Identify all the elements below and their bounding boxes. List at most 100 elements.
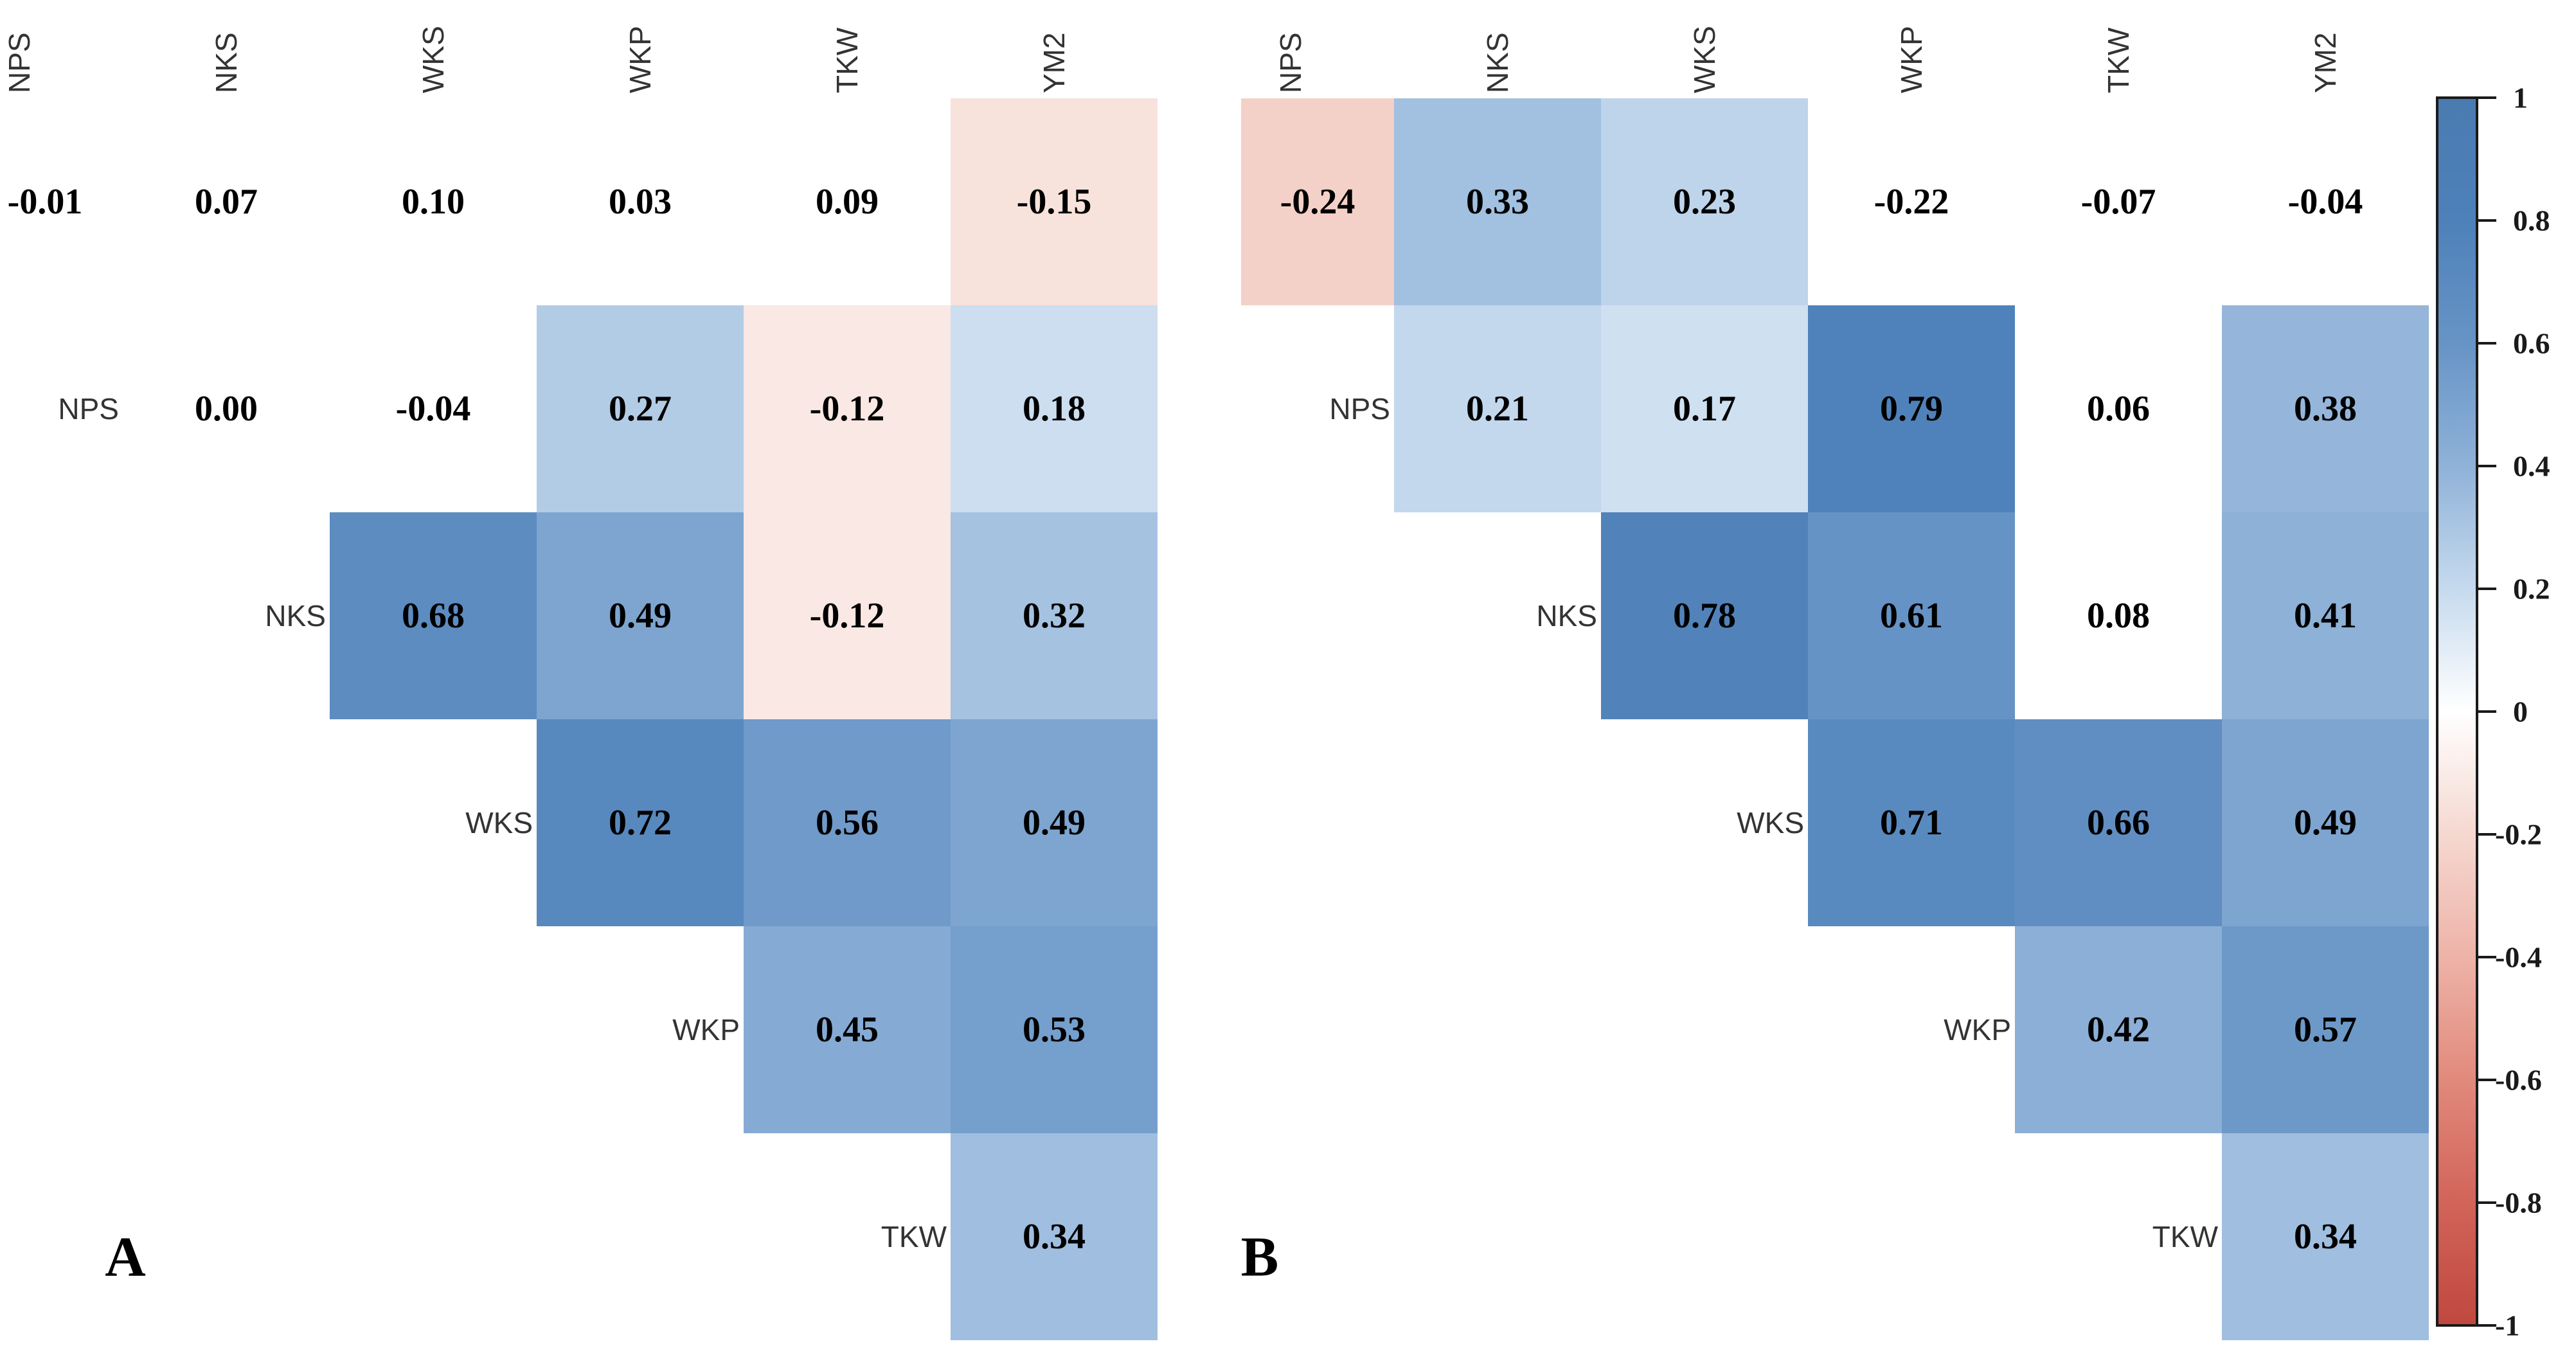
cell-value-A-r1-WKS: -0.04 bbox=[395, 389, 471, 429]
colorbar-tick-label--0.4: -0.4 bbox=[2495, 940, 2542, 974]
cell-value-A-r4-YM2: 0.53 bbox=[1023, 1010, 1086, 1050]
cell-value-A-r1-YM2: 0.18 bbox=[1023, 389, 1086, 429]
cell-value-B-r1-NKS: 0.21 bbox=[1466, 389, 1529, 429]
corr-cell-A-r0-YM2 bbox=[951, 98, 1158, 305]
colorbar-tick--0.8 bbox=[2478, 1201, 2496, 1204]
cell-value-B-r0-YM2: -0.04 bbox=[2287, 182, 2363, 222]
cell-value-A-r4-TKW: 0.45 bbox=[816, 1010, 879, 1050]
cell-value-A-r3-WKP: 0.72 bbox=[609, 803, 672, 843]
colorbar-tick-label--0.6: -0.6 bbox=[2495, 1063, 2542, 1097]
row-label-B-NPS: NPS bbox=[1329, 392, 1390, 426]
cell-value-B-r0-NKS: 0.33 bbox=[1466, 182, 1529, 222]
cell-value-A-r3-YM2: 0.49 bbox=[1023, 803, 1086, 843]
cell-value-A-r2-WKP: 0.49 bbox=[609, 596, 672, 636]
corr-cell-B-r5-YM2 bbox=[2222, 1133, 2429, 1340]
cell-value-B-r4-YM2: 0.57 bbox=[2294, 1010, 2357, 1050]
cell-value-A-r1-TKW: -0.12 bbox=[809, 389, 885, 429]
cell-value-B-r2-TKW: 0.08 bbox=[2087, 596, 2150, 636]
cell-value-B-r2-WKS: 0.78 bbox=[1673, 596, 1736, 636]
colorbar-tick-label-1: 1 bbox=[2513, 81, 2528, 114]
row-label-B-NKS: NKS bbox=[1536, 599, 1597, 633]
cell-value-B-r3-WKP: 0.71 bbox=[1880, 803, 1943, 843]
colorbar-tick-label--0.2: -0.2 bbox=[2495, 818, 2542, 851]
corr-cell-B-r1-WKP bbox=[1808, 305, 2015, 512]
corr-cell-A-r1-WKP bbox=[537, 305, 744, 512]
corr-cell-A-r1-YM2 bbox=[951, 305, 1158, 512]
cell-value-B-r0-TKW: -0.07 bbox=[2080, 182, 2156, 222]
row-label-A-WKS: WKS bbox=[465, 806, 533, 839]
colorbar-tick--0.6 bbox=[2478, 1079, 2496, 1081]
colorbar-tick-label-0.6: 0.6 bbox=[2513, 327, 2550, 360]
corr-cell-B-r4-TKW bbox=[2015, 926, 2222, 1133]
colorbar-tick--0.2 bbox=[2478, 833, 2496, 836]
cell-value-A-r0-NKS: 0.07 bbox=[195, 182, 258, 222]
colorbar-tick-1 bbox=[2478, 96, 2496, 99]
row-label-B-TKW: TKW bbox=[2152, 1220, 2218, 1253]
row-label-A-NKS: NKS bbox=[265, 599, 326, 633]
cell-value-B-r4-TKW: 0.42 bbox=[2087, 1010, 2150, 1050]
colorbar-tick-label--1: -1 bbox=[2495, 1309, 2520, 1342]
corr-cell-B-r4-YM2 bbox=[2222, 926, 2429, 1133]
row-label-B-WKP: WKP bbox=[1944, 1013, 2011, 1046]
cell-value-B-r2-WKP: 0.61 bbox=[1880, 596, 1943, 636]
row-label-A-NPS: NPS bbox=[58, 392, 119, 426]
cell-value-A-r2-TKW: -0.12 bbox=[809, 596, 885, 636]
corr-cell-B-r2-WKP bbox=[1808, 512, 2015, 719]
cell-value-B-r1-TKW: 0.06 bbox=[2087, 389, 2150, 429]
cell-value-B-r0-WKS: 0.23 bbox=[1673, 182, 1736, 222]
cell-value-A-r0-WKP: 0.03 bbox=[609, 182, 672, 222]
cell-value-B-r0-WKP: -0.22 bbox=[1874, 182, 1949, 222]
corr-cell-B-r1-WKS bbox=[1601, 305, 1808, 512]
row-label-B-WKS: WKS bbox=[1737, 806, 1804, 839]
colorbar-tick-label-0.2: 0.2 bbox=[2513, 572, 2550, 606]
corr-cell-A-r2-TKW bbox=[744, 512, 951, 719]
cell-value-A-r0-NPS: -0.01 bbox=[7, 182, 83, 222]
corr-cell-B-r0-NPS bbox=[1241, 98, 1394, 305]
cell-value-A-r2-WKS: 0.68 bbox=[402, 596, 465, 636]
panel-label-a: A bbox=[105, 1226, 146, 1289]
cell-value-B-r1-WKS: 0.17 bbox=[1673, 389, 1736, 429]
colorbar-tick-label-0.8: 0.8 bbox=[2513, 204, 2550, 237]
cell-value-A-r5-YM2: 0.34 bbox=[1023, 1217, 1086, 1257]
colorbar-tick-label-0: 0 bbox=[2513, 695, 2528, 728]
cell-value-B-r1-YM2: 0.38 bbox=[2294, 389, 2357, 429]
corr-cell-B-r0-WKS bbox=[1601, 98, 1808, 305]
corr-cell-A-r4-YM2 bbox=[951, 926, 1158, 1133]
corr-cell-B-r3-WKP bbox=[1808, 719, 2015, 926]
panel-label-b: B bbox=[1240, 1226, 1279, 1289]
colorbar-tick--1 bbox=[2478, 1324, 2496, 1327]
corr-cell-A-r3-YM2 bbox=[951, 719, 1158, 926]
row-label-A-WKP: WKP bbox=[672, 1013, 740, 1046]
colorbar-tick-0.2 bbox=[2478, 588, 2496, 590]
colorbar-tick-0.4 bbox=[2478, 465, 2496, 467]
colorbar-tick-label-0.4: 0.4 bbox=[2513, 449, 2550, 483]
cell-value-B-r3-YM2: 0.49 bbox=[2294, 803, 2357, 843]
corr-cell-B-r3-TKW bbox=[2015, 719, 2222, 926]
colorbar-tick-label--0.8: -0.8 bbox=[2495, 1186, 2542, 1219]
cell-value-A-r1-NKS: 0.00 bbox=[195, 389, 258, 429]
corr-cell-B-r3-YM2 bbox=[2222, 719, 2429, 926]
corr-cell-A-r2-YM2 bbox=[951, 512, 1158, 719]
cell-value-A-r3-TKW: 0.56 bbox=[816, 803, 879, 843]
cell-value-A-r0-TKW: 0.09 bbox=[816, 182, 879, 222]
corr-cell-B-r0-NKS bbox=[1394, 98, 1601, 305]
cell-value-B-r3-TKW: 0.66 bbox=[2087, 803, 2150, 843]
corr-cell-B-r1-NKS bbox=[1394, 305, 1601, 512]
colorbar-tick--0.4 bbox=[2478, 956, 2496, 958]
corr-cell-A-r3-WKP bbox=[537, 719, 744, 926]
cell-value-B-r2-YM2: 0.41 bbox=[2294, 596, 2357, 636]
corr-cell-A-r2-WKS bbox=[330, 512, 537, 719]
corr-cell-A-r1-TKW bbox=[744, 305, 951, 512]
cell-value-A-r1-WKP: 0.27 bbox=[609, 389, 672, 429]
cell-value-B-r1-WKP: 0.79 bbox=[1880, 389, 1943, 429]
corr-cell-B-r2-YM2 bbox=[2222, 512, 2429, 719]
row-label-A-TKW: TKW bbox=[881, 1220, 947, 1253]
colorbar-gradient bbox=[2436, 96, 2478, 1327]
colorbar-tick-0.6 bbox=[2478, 342, 2496, 345]
corr-cell-B-r2-WKS bbox=[1601, 512, 1808, 719]
cell-value-A-r0-YM2: -0.15 bbox=[1016, 182, 1092, 222]
cell-value-A-r0-WKS: 0.10 bbox=[402, 182, 465, 222]
corr-cell-A-r3-TKW bbox=[744, 719, 951, 926]
